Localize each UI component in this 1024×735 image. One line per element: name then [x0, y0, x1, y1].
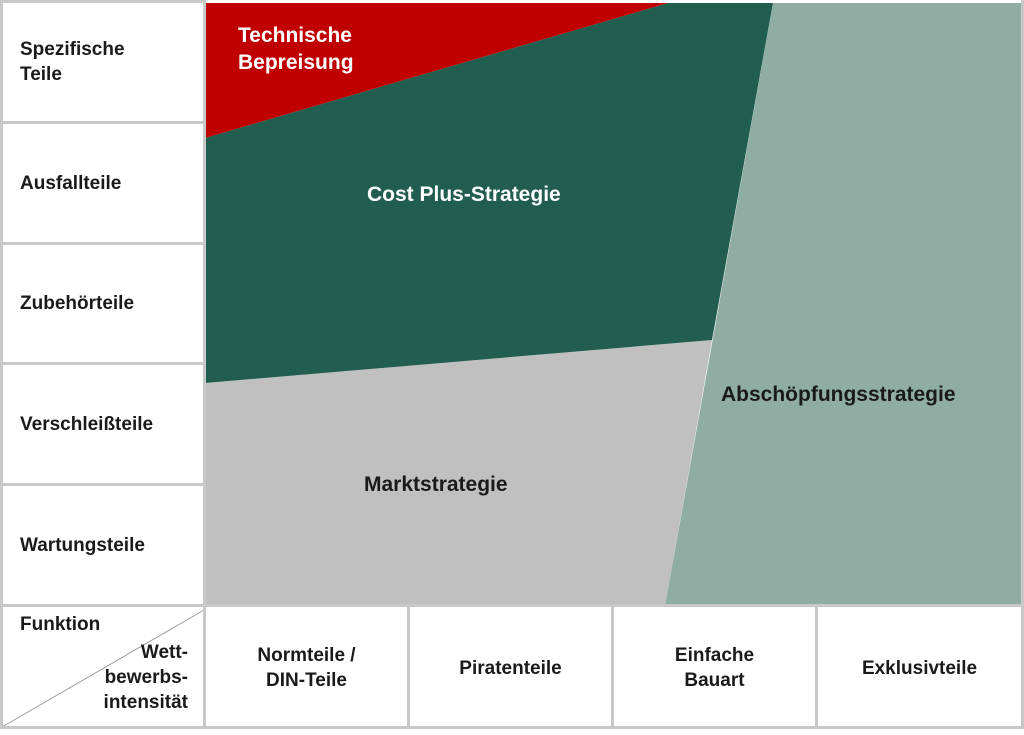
corner-diagonal [1, 609, 205, 728]
technical-pricing-region [205, 3, 668, 138]
column-label-simple-design: Einfache Bauart [674, 645, 755, 691]
skimming-strategy-region [665, 3, 1022, 606]
row-label-accessory-parts: Zubehörteile [20, 293, 135, 314]
market-strategy-region [205, 340, 712, 606]
row-axis-label: Funktion [20, 614, 101, 635]
market-strategy-label: Marktstrategie [364, 473, 508, 496]
row-label-failure-parts: Ausfallteile [20, 172, 122, 194]
technical-pricing-label: Technische Bepreisung [238, 24, 354, 74]
cost-plus-region [205, 3, 773, 383]
row-label-wear-parts: Verschleißteile [20, 413, 154, 435]
column-axis-label: Wett- bewerbs- intensität [103, 642, 188, 713]
column-label-exclusive-parts: Exklusivteile [861, 657, 978, 679]
row-label-maintenance-parts: Wartungsteile [20, 534, 145, 556]
skimming-strategy-label: Abschöpfungsstrategie [721, 383, 956, 406]
cost-plus-label: Cost Plus-Strategie [367, 183, 561, 206]
row-label-specific-parts: Spezifische Teile [20, 39, 125, 85]
column-label-pirate-parts: Piratenteile [459, 657, 562, 679]
column-label-standard-parts: Normteile / DIN-Teile [257, 645, 356, 691]
